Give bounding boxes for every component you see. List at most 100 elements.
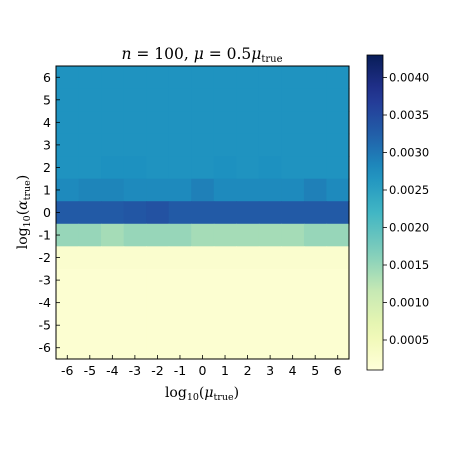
heatmap-cell [191,111,215,135]
x-tick-label: -1 [174,363,186,378]
heatmap-cell [213,313,237,338]
heatmap-cell [123,111,147,135]
heatmap-cell [56,111,80,135]
x-tick-label: 6 [334,363,342,378]
heatmap-cell [168,178,192,202]
heatmap-cell [146,111,170,135]
colorbar-tick-label: 0.0030 [389,146,429,160]
heatmap-cell [303,291,328,315]
heatmap-cells [56,66,350,360]
heatmap-cell [78,88,102,112]
heatmap-cell [78,246,102,270]
x-tick-label: -5 [84,363,96,378]
heatmap-cell [101,313,125,338]
heatmap-cell [56,336,80,360]
heatmap-cell [326,111,350,135]
heatmap-cell [101,201,125,225]
heatmap-cell [303,156,328,180]
heatmap-cell [236,178,260,202]
heatmap-cell [56,268,80,292]
heatmap-cell [146,88,170,112]
heatmap-cell [303,268,328,292]
heatmap-cell [326,178,350,202]
heatmap-cell [236,201,260,225]
heatmap-cell [258,111,282,135]
heatmap-cell [168,223,192,247]
heatmap-cell [258,66,282,90]
heatmap-cell [101,66,125,90]
heatmap-cell [213,268,237,292]
heatmap-cell [146,133,170,157]
heatmap-cell [213,111,237,135]
x-axis-ticks: -6 -5 -4 -3 -2 -1 0 1 2 3 4 5 6 [61,355,342,378]
heatmap-cell [326,133,350,157]
y-tick-label: 6 [43,70,51,85]
heatmap-cell [56,133,80,157]
y-axis-ticks: 6 5 4 3 2 1 0 -1 -2 -3 -4 -5 -6 [39,70,60,355]
colorbar [366,54,384,371]
heatmap-cell [213,66,237,90]
heatmap-cell [168,313,192,338]
heatmap-cell [123,246,147,270]
heatmap-cell [78,201,102,225]
heatmap-cell [78,336,102,360]
colorbar-tick-label: 0.0015 [389,258,429,272]
y-tick-label: -6 [39,340,52,355]
heatmap-cell [213,291,237,315]
heatmap-cell [191,246,215,270]
heatmap-cell [258,178,282,202]
heatmap-cell [191,336,215,360]
x-tick-label: -2 [151,363,163,378]
heatmap-cell [123,268,147,292]
heatmap-cell [123,88,147,112]
heatmap-cell [56,246,80,270]
heatmap-cell [281,223,305,247]
colorbar-tick-label: 0.0010 [389,296,429,310]
heatmap-cell [326,313,350,338]
heatmap-cell [236,66,260,90]
heatmap-cell [101,246,125,270]
heatmap-cell [236,313,260,338]
heatmap-cell [258,336,282,360]
y-axis-label: log10(αtrue) [15,175,33,249]
heatmap-cell [281,313,305,338]
heatmap-cell [191,88,215,112]
heatmap-cell [191,133,215,157]
heatmap-cell [168,88,192,112]
heatmap-cell [168,291,192,315]
heatmap-cell [326,201,350,225]
heatmap-cell [78,156,102,180]
colorbar-tick-label: 0.0020 [389,221,429,235]
chart-title: n = 100, μ = 0.5μtrue [121,45,282,65]
heatmap-cell [78,268,102,292]
heatmap-cell [101,88,125,112]
heatmap-cell [78,66,102,90]
heatmap-cell [191,66,215,90]
plot-frame [55,65,350,360]
heatmap-cell [303,88,328,112]
heatmap-cell [303,178,328,202]
heatmap-cell [258,223,282,247]
heatmap-cell [56,201,80,225]
heatmap-cell [191,201,215,225]
heatmap-cell [191,268,215,292]
heatmap-cell [258,133,282,157]
heatmap-cell [56,223,80,247]
y-tick-label: -2 [39,250,51,265]
x-tick-label: 3 [266,363,274,378]
heatmap-cell [326,246,350,270]
heatmap-cell [146,336,170,360]
y-tick-label: 2 [43,160,51,175]
heatmap-cell [101,156,125,180]
heatmap-cell [78,291,102,315]
colorbar-tick-label: 0.0035 [389,108,429,122]
heatmap-cell [123,201,147,225]
heatmap-cell [326,336,350,360]
heatmap-cell [213,88,237,112]
heatmap-cell [146,223,170,247]
heatmap-cell [281,88,305,112]
heatmap-cell [236,291,260,315]
heatmap-cell [146,268,170,292]
heatmap-cell [101,178,125,202]
